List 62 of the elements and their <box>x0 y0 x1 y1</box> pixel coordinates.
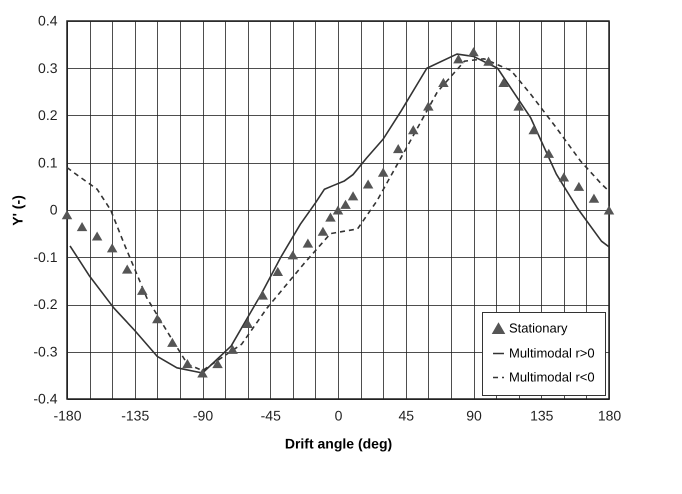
x-tick-label: -180 <box>53 408 82 424</box>
point <box>325 212 336 222</box>
point <box>362 179 374 189</box>
point <box>453 54 464 64</box>
point <box>332 205 344 215</box>
x-tick-label: 135 <box>530 408 554 424</box>
point <box>122 264 132 274</box>
x-tick-label: 45 <box>398 408 414 424</box>
legend-label: Multimodal r<0 <box>509 370 595 384</box>
y-tick-label: -0.2 <box>33 296 58 312</box>
y-tick-label: -0.1 <box>33 248 58 265</box>
point <box>272 266 284 276</box>
point <box>62 210 72 220</box>
point <box>92 231 102 241</box>
point <box>513 102 524 111</box>
y-tick-label: -0.4 <box>33 390 58 406</box>
point <box>152 314 163 324</box>
point <box>604 205 614 215</box>
x-tick-label: 180 <box>598 408 622 424</box>
x-axis-title: Drift angle (deg) <box>284 436 392 452</box>
legend-label: Stationary <box>509 320 568 336</box>
legend-label: Multimodal r>0 <box>509 346 595 360</box>
y-axis-title: Y' (-) <box>9 195 26 226</box>
point <box>528 125 539 134</box>
point <box>574 182 584 191</box>
x-tick-label: 90 <box>466 408 482 424</box>
point <box>227 344 238 354</box>
point <box>498 78 509 87</box>
y-tick-label: -0.3 <box>33 343 58 360</box>
point <box>423 102 434 111</box>
point <box>302 238 314 248</box>
point <box>392 144 404 154</box>
point <box>438 78 449 87</box>
point <box>242 318 253 328</box>
x-tick-label: 0 <box>334 408 343 424</box>
x-tick-label: -135 <box>121 408 150 424</box>
point <box>544 148 554 158</box>
point <box>378 168 388 177</box>
point <box>182 359 193 368</box>
point <box>106 243 118 252</box>
point <box>257 290 268 300</box>
point <box>288 250 298 260</box>
point <box>408 125 419 134</box>
point <box>348 191 358 200</box>
point <box>197 368 208 378</box>
point <box>318 226 328 236</box>
point <box>588 194 600 203</box>
y-tick-label: 0.3 <box>38 60 58 76</box>
point <box>76 222 88 232</box>
point <box>137 286 148 295</box>
y-tick-label: 0.2 <box>38 107 58 123</box>
point <box>558 172 570 182</box>
x-tick-label: -45 <box>260 408 282 424</box>
y-tick-label: 0.1 <box>38 154 58 170</box>
point <box>483 56 494 66</box>
point <box>212 359 223 368</box>
point <box>340 200 351 209</box>
x-tick-label: -90 <box>192 408 214 424</box>
point <box>167 338 178 347</box>
y-tick-label: 0.4 <box>38 12 58 28</box>
y-tick-label: 0 <box>50 202 58 218</box>
point <box>468 47 479 56</box>
